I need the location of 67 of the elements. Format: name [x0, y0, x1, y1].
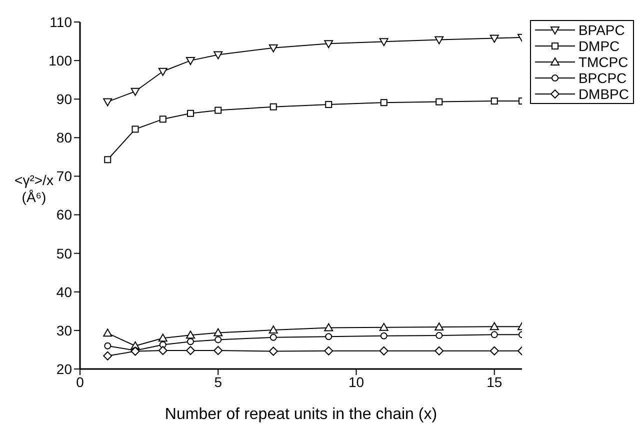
point — [186, 57, 195, 66]
y-tick-label: 30 — [56, 322, 72, 338]
point — [268, 346, 278, 356]
point — [103, 351, 112, 360]
point — [436, 332, 443, 339]
point — [490, 331, 498, 338]
point — [324, 323, 334, 332]
y-axis-title: <γ²>/x (Å⁶) — [14, 172, 54, 206]
point — [187, 338, 194, 346]
point — [214, 328, 223, 336]
point — [325, 101, 332, 108]
legend-label: DMPC — [578, 38, 620, 54]
y-tick-label: 110 — [50, 14, 72, 30]
legend-label: BPCPC — [578, 70, 627, 86]
point — [104, 156, 112, 164]
point — [270, 334, 277, 341]
point — [380, 332, 388, 340]
point — [214, 51, 223, 60]
point — [324, 346, 334, 356]
point — [490, 98, 498, 105]
point — [158, 68, 168, 76]
point — [104, 342, 112, 350]
point — [158, 346, 168, 355]
legend-label: TMCPC — [578, 54, 628, 70]
point — [214, 346, 223, 355]
point — [130, 88, 140, 96]
point — [490, 34, 499, 43]
point — [158, 334, 168, 342]
legend-label: DMBPC — [578, 86, 629, 102]
point — [490, 346, 499, 356]
point — [379, 38, 388, 46]
point — [132, 126, 139, 133]
y-tick-label: 50 — [56, 245, 72, 262]
x-axis-title: Number of repeat units in the chain (x) — [164, 406, 438, 423]
point — [270, 103, 277, 110]
point — [379, 322, 388, 331]
point — [159, 116, 166, 123]
point — [324, 40, 334, 48]
point — [379, 346, 388, 356]
legend-label: BPAPC — [578, 22, 625, 38]
point — [436, 98, 443, 106]
y-tick-label: 70 — [56, 168, 72, 184]
y-tick-label: 20 — [56, 360, 72, 377]
x-tick-label: 10 — [348, 374, 364, 390]
point — [434, 322, 444, 330]
point — [268, 326, 278, 334]
point — [186, 330, 195, 339]
point — [490, 322, 499, 330]
point — [187, 110, 194, 117]
point — [103, 328, 112, 337]
y-tick-label: 90 — [56, 91, 72, 108]
point — [434, 346, 444, 356]
point — [434, 36, 444, 44]
point — [380, 99, 388, 106]
x-tick-label: 0 — [76, 374, 84, 390]
x-tick-label: 5 — [214, 374, 222, 390]
point — [214, 336, 222, 344]
point — [268, 44, 278, 52]
x-tick-label: 15 — [486, 374, 502, 390]
y-tick-label: 80 — [56, 130, 72, 146]
y-tick-label: 60 — [56, 206, 72, 223]
point — [214, 106, 222, 114]
point — [186, 346, 195, 355]
point — [103, 98, 112, 106]
point — [325, 333, 332, 340]
y-tick-label: 40 — [56, 284, 72, 300]
y-tick-label: 100 — [48, 52, 72, 69]
